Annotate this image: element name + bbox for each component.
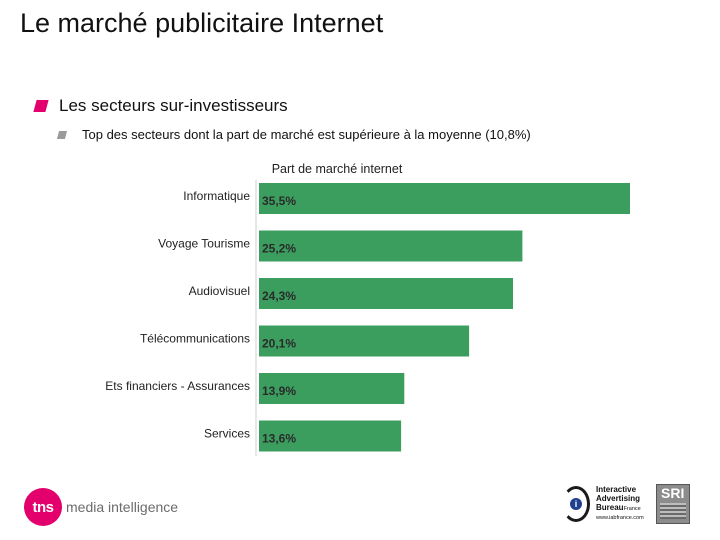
bar-3 (259, 325, 470, 357)
value-label-3: 20,1% (262, 337, 296, 351)
page-title: Le marché publicitaire Internet (20, 8, 384, 38)
iab-info-icon: i (570, 498, 582, 510)
partner-logos: i Interactive Advertising BureauFrance w… (562, 484, 690, 524)
iab-logo-icon: i (562, 486, 590, 522)
tns-logo: tns (24, 488, 62, 526)
bar-4 (259, 373, 405, 404)
bar-0 (259, 183, 630, 214)
category-label-0: Informatique (183, 189, 250, 203)
iab-line-2: Advertising (596, 494, 641, 503)
iab-logo-text: Interactive Advertising BureauFrance www… (596, 485, 644, 523)
tns-tagline: media intelligence (66, 499, 179, 515)
tns-brand: tns media intelligence (24, 488, 178, 526)
main-bullet: Les secteurs sur-investisseurs (33, 96, 288, 116)
iab-line-1: Interactive (596, 485, 637, 494)
bar-2 (259, 278, 513, 309)
category-label-3: Télécommunications (140, 332, 250, 346)
category-label-1: Voyage Tourisme (158, 237, 250, 251)
value-label-4: 13,9% (262, 384, 296, 398)
iab-line-3: BureauFrance (596, 503, 641, 512)
category-label-5: Services (204, 427, 250, 441)
category-label-4: Ets financiers - Assurances (105, 379, 250, 393)
iab-france: France (623, 506, 641, 512)
bar-5 (259, 420, 402, 452)
value-label-1: 25,2% (262, 242, 296, 256)
value-label-2: 24,3% (262, 289, 296, 303)
bar-1 (259, 230, 523, 262)
main-bullet-text: Les secteurs sur-investisseurs (59, 96, 288, 115)
sri-logo-graphic (659, 503, 686, 519)
value-label-0: 35,5% (262, 194, 296, 208)
category-label-2: Audiovisuel (189, 284, 250, 298)
value-label-5: 13,6% (262, 432, 296, 446)
iab-url: www.iabfrance.com (596, 515, 644, 521)
sub-bullet: Top des secteurs dont la part de marché … (56, 127, 531, 142)
sub-bullet-text: Top des secteurs dont la part de marché … (82, 127, 531, 142)
chart-title: Part de marché internet (272, 162, 403, 176)
sri-logo: SRI (655, 484, 690, 524)
sri-logo-text: SRI (661, 485, 685, 501)
